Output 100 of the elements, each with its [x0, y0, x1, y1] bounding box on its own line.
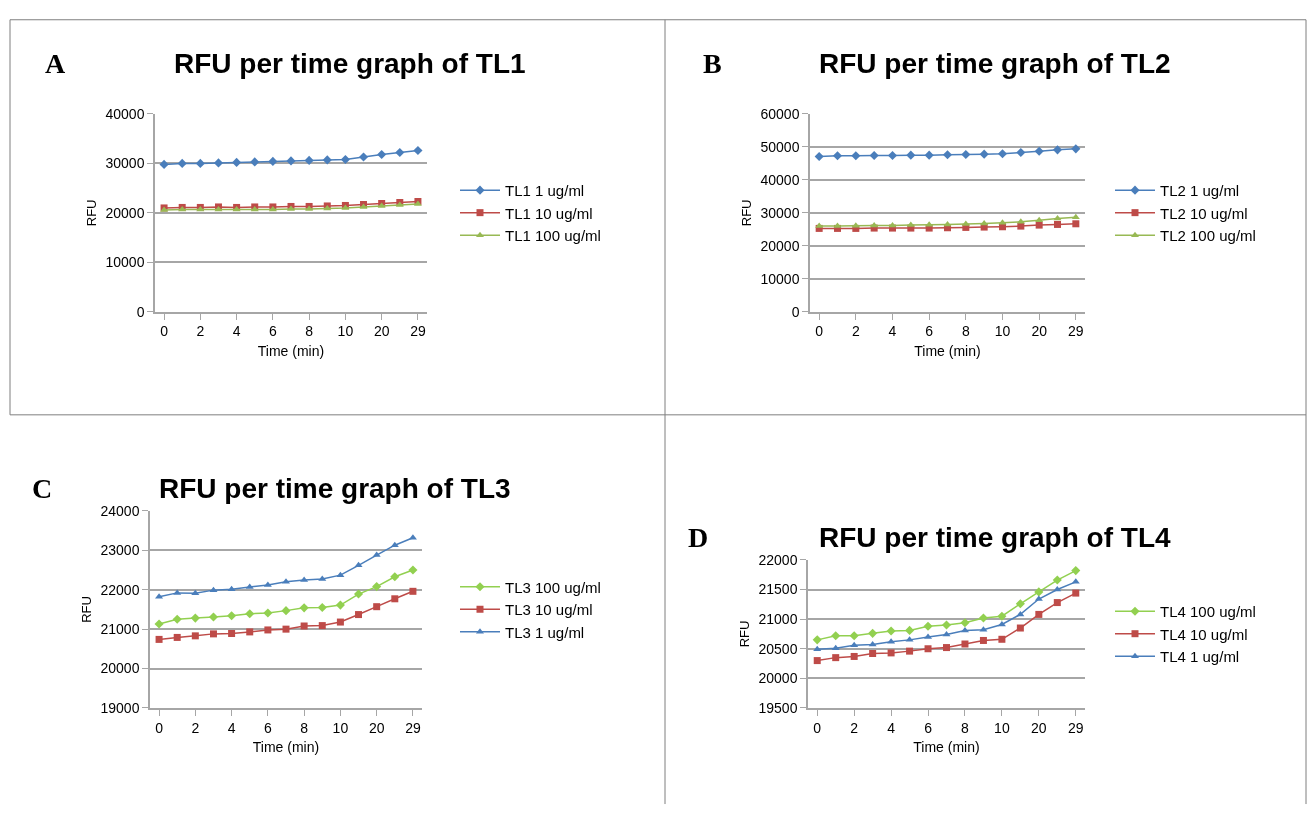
point: [888, 221, 897, 228]
x-axis-title: Time (min): [252, 739, 320, 756]
point: [154, 619, 164, 629]
point: [413, 145, 423, 156]
point: [395, 147, 405, 158]
point: [851, 151, 861, 161]
point: [1052, 145, 1063, 155]
point: [886, 626, 896, 636]
legend-label: TL3 10 ug/ml: [505, 601, 593, 619]
point: [960, 626, 970, 633]
point: [353, 589, 364, 599]
y-tick-label: 20000: [105, 204, 145, 221]
point: [304, 155, 314, 165]
point: [358, 152, 369, 162]
chart-title: RFU per time graph of TL2: [819, 48, 1171, 79]
point: [1016, 147, 1026, 158]
legend-label: TL4 100 ug/ml: [1160, 603, 1256, 621]
x-tick-label: 8: [961, 719, 970, 736]
y-tick-label: 20000: [100, 660, 140, 677]
point: [208, 612, 219, 622]
point: [887, 649, 895, 657]
point: [1072, 220, 1080, 228]
point: [373, 603, 381, 611]
x-tick-label: 29: [1067, 719, 1084, 736]
point: [335, 600, 345, 610]
y-axis-title: RFU: [738, 199, 754, 227]
point: [997, 611, 1007, 621]
x-tick-label: 0: [815, 323, 824, 340]
point: [1054, 220, 1061, 228]
point: [173, 633, 181, 641]
y-tick-label: 21500: [758, 581, 798, 598]
x-tick-label: 2: [191, 719, 200, 736]
x-tick-label: 6: [924, 719, 933, 736]
point: [177, 158, 187, 168]
x-tick-label: 0: [155, 719, 164, 736]
y-tick-label: 22000: [100, 581, 140, 598]
x-tick-label: 8: [305, 323, 314, 340]
x-tick-label: 2: [196, 323, 205, 340]
x-axis-title: Time (min): [914, 343, 981, 360]
y-tick-label: 20000: [760, 237, 800, 254]
y-axis-title: RFU: [78, 596, 94, 623]
point: [286, 156, 296, 166]
x-tick-label: 4: [227, 719, 236, 736]
point: [299, 603, 309, 613]
point: [1035, 221, 1043, 229]
point: [943, 644, 950, 652]
point: [264, 626, 272, 634]
point: [813, 645, 822, 652]
legend-label: TL2 1 ug/ml: [1160, 181, 1240, 199]
point: [1015, 599, 1025, 609]
legend-label: TL2 10 ug/ml: [1160, 204, 1248, 222]
y-tick-label: 20000: [758, 670, 798, 687]
point: [232, 157, 242, 167]
x-tick-label: 20: [373, 323, 390, 340]
x-tick-label: 2: [850, 719, 859, 736]
text: B: [703, 48, 722, 79]
point: [355, 611, 363, 619]
point: [905, 625, 915, 635]
y-tick-label: 21000: [100, 621, 140, 638]
point: [832, 151, 843, 161]
x-tick-label: 10: [337, 323, 354, 340]
chart-title: RFU per time graph of TL4: [819, 522, 1171, 553]
point: [942, 150, 953, 160]
point: [191, 632, 199, 640]
point: [1034, 146, 1044, 156]
x-tick-label: 20: [1031, 719, 1047, 736]
x-tick-label: 29: [410, 323, 426, 340]
point: [924, 150, 934, 160]
y-tick-label: 10000: [105, 254, 145, 271]
point: [961, 640, 969, 648]
point: [887, 150, 898, 161]
text: C: [32, 473, 53, 504]
point: [227, 585, 236, 592]
point: [961, 149, 971, 160]
point: [354, 561, 363, 568]
point: [998, 635, 1006, 643]
legend-label: TL3 100 ug/ml: [505, 578, 601, 596]
point: [943, 220, 952, 227]
y-tick-label: 19500: [758, 699, 798, 716]
point: [906, 150, 916, 160]
legend-label: TL4 10 ug/ml: [1160, 625, 1248, 643]
chart-title: RFU per time graph of TL3: [159, 473, 511, 504]
y-axis-title: RFU: [736, 620, 752, 648]
y-tick-label: 60000: [760, 105, 800, 122]
y-tick-label: 50000: [760, 138, 800, 155]
y-tick-label: 22000: [758, 551, 798, 568]
point: [391, 595, 399, 603]
point: [1035, 610, 1043, 618]
y-tick-label: 10000: [760, 270, 800, 287]
legend-label: TL3 1 ug/ml: [505, 623, 585, 641]
x-axis-title: Time (min): [257, 343, 325, 360]
point: [1071, 144, 1081, 154]
point: [1072, 589, 1080, 597]
y-tick-label: 0: [791, 303, 800, 320]
y-tick-label: 40000: [105, 105, 145, 122]
point: [263, 608, 273, 618]
x-tick-label: 4: [232, 323, 241, 340]
point: [814, 151, 824, 162]
point: [322, 155, 332, 165]
point: [409, 587, 417, 595]
